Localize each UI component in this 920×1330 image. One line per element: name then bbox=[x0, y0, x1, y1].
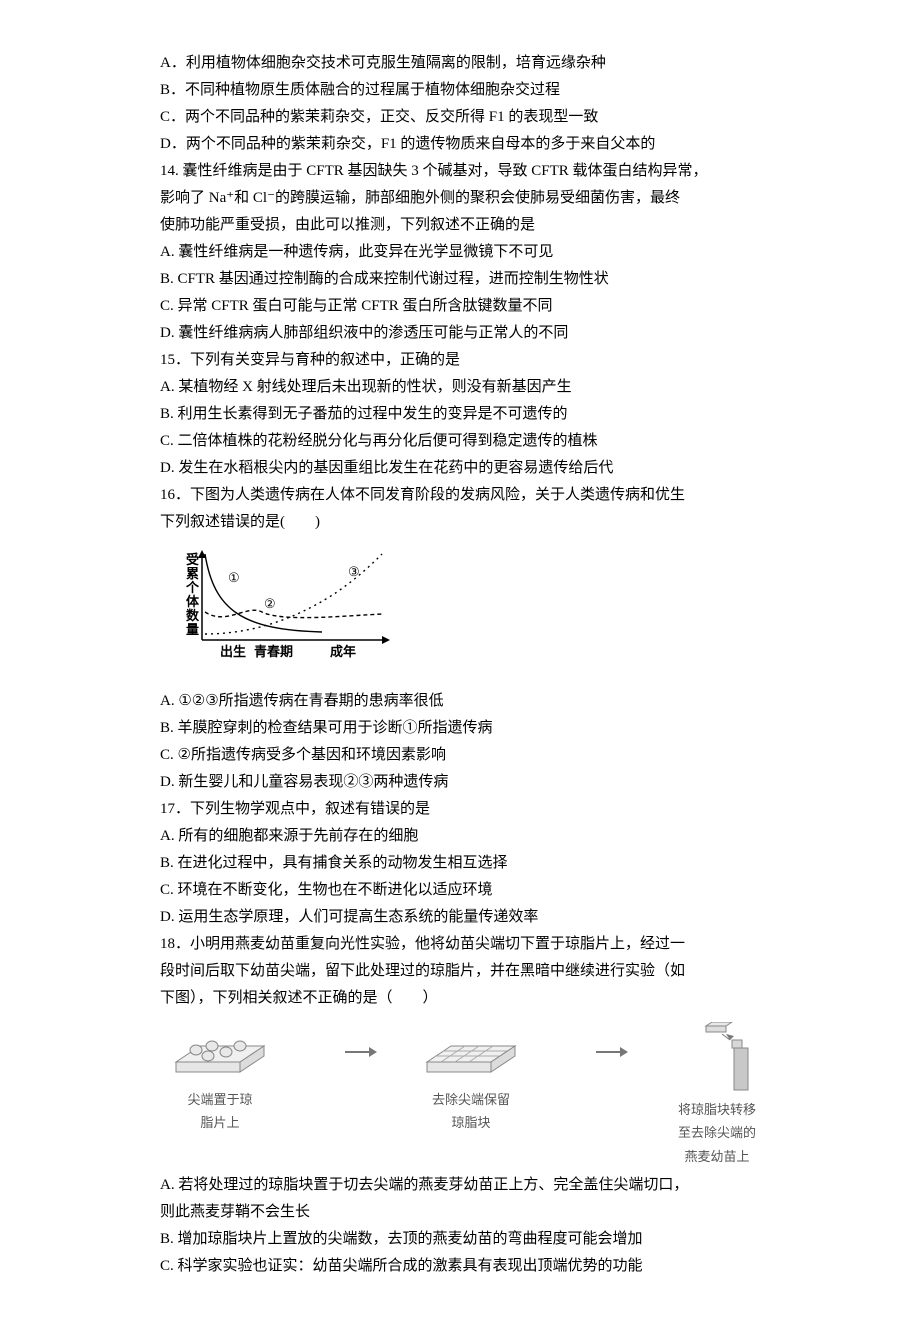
q18-step3-label-b: 至去除尖端的 bbox=[672, 1121, 762, 1144]
arrow-icon bbox=[343, 1022, 377, 1082]
svg-text:量: 量 bbox=[186, 622, 199, 637]
svg-text:体: 体 bbox=[186, 594, 200, 609]
svg-text:①: ① bbox=[228, 570, 240, 585]
q13-opt-d: D．两个不同品种的紫茉莉杂交，F1 的遗传物质来自母本的多于来自父本的 bbox=[160, 131, 790, 158]
svg-text:受: 受 bbox=[186, 552, 199, 567]
arrow-icon bbox=[594, 1022, 628, 1082]
q18-opt-c: C. 科学家实验也证实：幼苗尖端所合成的激素具有表现出顶端优势的功能 bbox=[160, 1253, 790, 1280]
q18-opt-b: B. 增加琼脂块片上置放的尖端数，去顶的燕麦幼苗的弯曲程度可能会增加 bbox=[160, 1226, 790, 1253]
q14-opt-a: A. 囊性纤维病是一种遗传病，此变异在光学显微镜下不可见 bbox=[160, 239, 790, 266]
q16-opt-d: D. 新生婴儿和儿童容易表现②③两种遗传病 bbox=[160, 769, 790, 796]
q14-stem-1: 14. 囊性纤维病是由于 CFTR 基因缺失 3 个碱基对，导致 CFTR 载体… bbox=[160, 158, 790, 185]
q17-opt-b: B. 在进化过程中，具有捕食关系的动物发生相互选择 bbox=[160, 850, 790, 877]
svg-text:数: 数 bbox=[186, 608, 200, 623]
q18-figure: 尖端置于琼 脂片上 去除尖端保留 琼脂块 bbox=[170, 1022, 790, 1168]
q18-step2-label-a: 去除尖端保留 bbox=[421, 1088, 521, 1111]
q15-opt-d: D. 发生在水稻根尖内的基因重组比发生在花药中的更容易遗传给后代 bbox=[160, 455, 790, 482]
q18-step-3: 将琼脂块转移 至去除尖端的 燕麦幼苗上 bbox=[672, 1022, 762, 1168]
svg-text:累: 累 bbox=[186, 566, 199, 581]
q14-opt-c: C. 异常 CFTR 蛋白可能与正常 CFTR 蛋白所含肽键数量不同 bbox=[160, 293, 790, 320]
q14-stem-3: 使肺功能严重受损，由此可以推测，下列叙述不正确的是 bbox=[160, 212, 790, 239]
q18-stem-2: 段时间后取下幼苗尖端，留下此处理过的琼脂片，并在黑暗中继续进行实验（如 bbox=[160, 958, 790, 985]
q15-opt-c: C. 二倍体植株的花粉经脱分化与再分化后便可得到稳定遗传的植株 bbox=[160, 428, 790, 455]
q18-step1-label-a: 尖端置于琼 bbox=[170, 1088, 270, 1111]
q16-stem-1: 16．下图为人类遗传病在人体不同发育阶段的发病风险，关于人类遗传病和优生 bbox=[160, 482, 790, 509]
q15-stem: 15．下列有关变异与育种的叙述中，正确的是 bbox=[160, 347, 790, 374]
q18-step3-label-c: 燕麦幼苗上 bbox=[672, 1145, 762, 1168]
q18-stem-1: 18．小明用燕麦幼苗重复向光性实验，他将幼苗尖端切下置于琼脂片上，经过一 bbox=[160, 931, 790, 958]
q18-opt-a-2: 则此燕麦芽鞘不会生长 bbox=[160, 1199, 790, 1226]
q15-opt-a: A. 某植物经 X 射线处理后未出现新的性状，则没有新基因产生 bbox=[160, 374, 790, 401]
q18-step3-label-a: 将琼脂块转移 bbox=[672, 1098, 762, 1121]
svg-text:个: 个 bbox=[185, 580, 200, 595]
q16-xtick-birth: 出生 bbox=[220, 644, 246, 659]
q17-opt-a: A. 所有的细胞都来源于先前存在的细胞 bbox=[160, 823, 790, 850]
svg-text:②: ② bbox=[264, 596, 276, 611]
q18-step-1: 尖端置于琼 脂片上 bbox=[170, 1022, 270, 1135]
q18-step2-label-b: 琼脂块 bbox=[421, 1111, 521, 1134]
q16-xtick-adult: 成年 bbox=[330, 644, 356, 659]
q16-opt-c: C. ②所指遗传病受多个基因和环境因素影响 bbox=[160, 742, 790, 769]
q15-opt-b: B. 利用生长素得到无子番茄的过程中发生的变异是不可遗传的 bbox=[160, 401, 790, 428]
q18-stem-3: 下图），下列相关叙述不正确的是（ ） bbox=[160, 985, 790, 1012]
q17-opt-c: C. 环境在不断变化，生物也在不断进化以适应环境 bbox=[160, 877, 790, 904]
q14-stem-2: 影响了 Na⁺和 Cl⁻的跨膜运输，肺部细胞外侧的聚积会使肺易受细菌伤害，最终 bbox=[160, 185, 790, 212]
svg-text:③: ③ bbox=[348, 564, 360, 579]
q16-xtick-puberty: 青春期 bbox=[254, 644, 293, 659]
q18-step1-label-b: 脂片上 bbox=[170, 1111, 270, 1134]
q13-opt-c: C．两个不同品种的紫茉莉杂交，正交、反交所得 F1 的表现型一致 bbox=[160, 104, 790, 131]
q16-stem-2: 下列叙述错误的是( ) bbox=[160, 509, 790, 536]
q16-chart: 受 累 个 体 数 量 ① ② ③ 出生 青春期 成年 bbox=[180, 542, 790, 682]
q17-stem: 17．下列生物学观点中，叙述有错误的是 bbox=[160, 796, 790, 823]
q18-opt-a-1: A. 若将处理过的琼脂块置于切去尖端的燕麦芽幼苗正上方、完全盖住尖端切口， bbox=[160, 1172, 790, 1199]
q18-step-2: 去除尖端保留 琼脂块 bbox=[421, 1022, 521, 1135]
q14-opt-d: D. 囊性纤维病病人肺部组织液中的渗透压可能与正常人的不同 bbox=[160, 320, 790, 347]
q16-opt-a: A. ①②③所指遗传病在青春期的患病率很低 bbox=[160, 688, 790, 715]
q14-opt-b: B. CFTR 基因通过控制酶的合成来控制代谢过程，进而控制生物性状 bbox=[160, 266, 790, 293]
q13-opt-a: A．利用植物体细胞杂交技术可克服生殖隔离的限制，培育远缘杂种 bbox=[160, 50, 790, 77]
q16-opt-b: B. 羊膜腔穿刺的检查结果可用于诊断①所指遗传病 bbox=[160, 715, 790, 742]
q17-opt-d: D. 运用生态学原理，人们可提高生态系统的能量传递效率 bbox=[160, 904, 790, 931]
q13-opt-b: B．不同种植物原生质体融合的过程属于植物体细胞杂交过程 bbox=[160, 77, 790, 104]
